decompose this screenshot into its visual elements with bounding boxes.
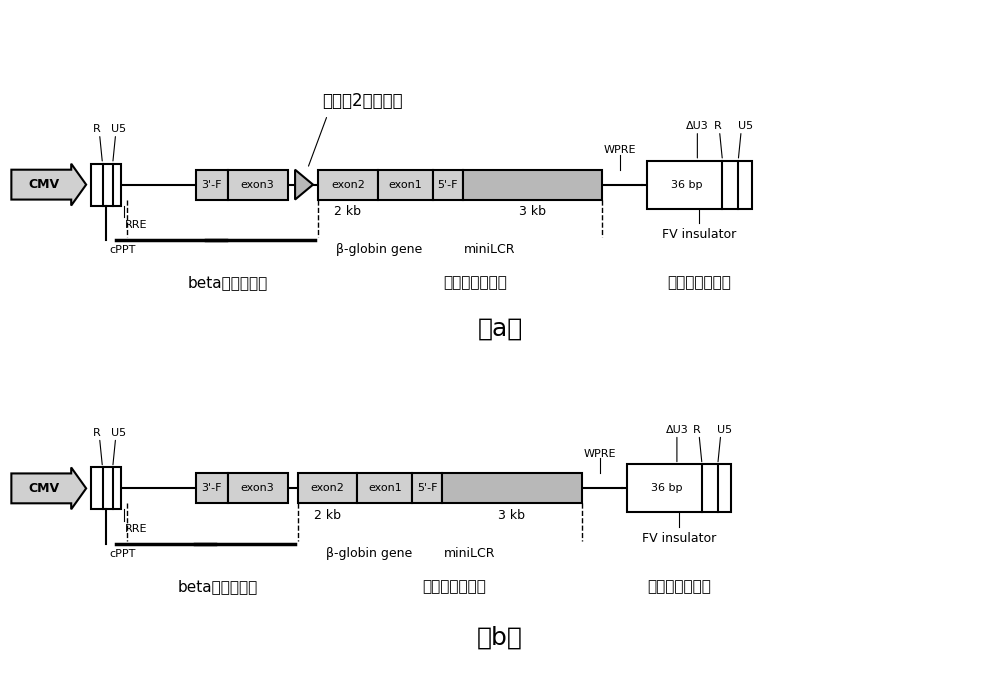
Text: U5: U5 bbox=[738, 121, 753, 131]
Text: exon3: exon3 bbox=[241, 180, 275, 189]
Text: ΔU3: ΔU3 bbox=[666, 425, 688, 435]
Bar bbox=[433, 170, 463, 200]
Text: 36 bp: 36 bp bbox=[671, 180, 703, 189]
Bar bbox=[647, 160, 752, 208]
Text: 微基因座控制区: 微基因座控制区 bbox=[443, 275, 507, 290]
Text: 5'-F: 5'-F bbox=[437, 180, 458, 189]
Text: 3 kb: 3 kb bbox=[519, 205, 546, 218]
Text: U5: U5 bbox=[717, 425, 732, 435]
Text: 3'-F: 3'-F bbox=[202, 483, 222, 493]
Text: FV insulator: FV insulator bbox=[642, 532, 716, 545]
Text: 5'-F: 5'-F bbox=[417, 483, 437, 493]
Bar bbox=[91, 164, 121, 206]
Bar bbox=[298, 473, 357, 503]
Text: WPRE: WPRE bbox=[604, 145, 636, 155]
Text: cPPT: cPPT bbox=[109, 245, 135, 255]
Text: ΔU3: ΔU3 bbox=[686, 121, 709, 131]
Text: 优化的2号内含子: 优化的2号内含子 bbox=[322, 92, 403, 110]
Text: beta珠蛋白基因: beta珠蛋白基因 bbox=[177, 579, 257, 594]
Text: 泡沫病毒绝缘子: 泡沫病毒绝缘子 bbox=[668, 275, 731, 290]
Bar bbox=[91, 468, 121, 510]
Text: 3'-F: 3'-F bbox=[202, 180, 222, 189]
Text: β-globin gene: β-globin gene bbox=[326, 547, 412, 560]
Text: 3 kb: 3 kb bbox=[498, 509, 525, 522]
Text: FV insulator: FV insulator bbox=[662, 228, 737, 241]
Text: beta珠蛋白基因: beta珠蛋白基因 bbox=[187, 275, 268, 290]
Text: （b）: （b） bbox=[477, 625, 523, 650]
Text: R: R bbox=[714, 121, 721, 131]
Bar bbox=[318, 170, 378, 200]
Text: exon1: exon1 bbox=[368, 483, 402, 493]
Bar bbox=[463, 170, 602, 200]
Bar bbox=[196, 170, 228, 200]
Text: RRE: RRE bbox=[125, 524, 148, 534]
Bar bbox=[228, 473, 288, 503]
Bar bbox=[627, 464, 731, 512]
Text: RRE: RRE bbox=[125, 220, 148, 231]
Bar bbox=[378, 170, 433, 200]
Text: （a）: （a） bbox=[477, 317, 523, 341]
Text: exon1: exon1 bbox=[388, 180, 422, 189]
Text: β-globin gene: β-globin gene bbox=[336, 243, 422, 256]
Text: R: R bbox=[93, 427, 100, 437]
Text: R: R bbox=[693, 425, 701, 435]
Text: 泡沫病毒绝缘子: 泡沫病毒绝缘子 bbox=[647, 579, 711, 594]
Polygon shape bbox=[11, 468, 86, 510]
Bar bbox=[412, 473, 442, 503]
Text: 36 bp: 36 bp bbox=[651, 483, 682, 493]
Text: cPPT: cPPT bbox=[109, 549, 135, 559]
Polygon shape bbox=[11, 164, 86, 206]
Text: WPRE: WPRE bbox=[583, 448, 616, 458]
Text: 微基因座控制区: 微基因座控制区 bbox=[423, 579, 487, 594]
Text: 2 kb: 2 kb bbox=[314, 509, 341, 522]
Text: U5: U5 bbox=[111, 124, 126, 134]
Polygon shape bbox=[295, 170, 313, 200]
Text: R: R bbox=[93, 124, 100, 134]
Text: exon2: exon2 bbox=[331, 180, 365, 189]
Text: 2 kb: 2 kb bbox=[334, 205, 361, 218]
Text: exon2: exon2 bbox=[311, 483, 344, 493]
Text: U5: U5 bbox=[111, 427, 126, 437]
Bar bbox=[228, 170, 288, 200]
Text: miniLCR: miniLCR bbox=[444, 547, 495, 560]
Text: CMV: CMV bbox=[28, 178, 59, 191]
Text: CMV: CMV bbox=[28, 482, 59, 495]
Text: miniLCR: miniLCR bbox=[464, 243, 516, 256]
Bar bbox=[442, 473, 582, 503]
Bar bbox=[196, 473, 228, 503]
Bar bbox=[357, 473, 412, 503]
Text: exon3: exon3 bbox=[241, 483, 275, 493]
